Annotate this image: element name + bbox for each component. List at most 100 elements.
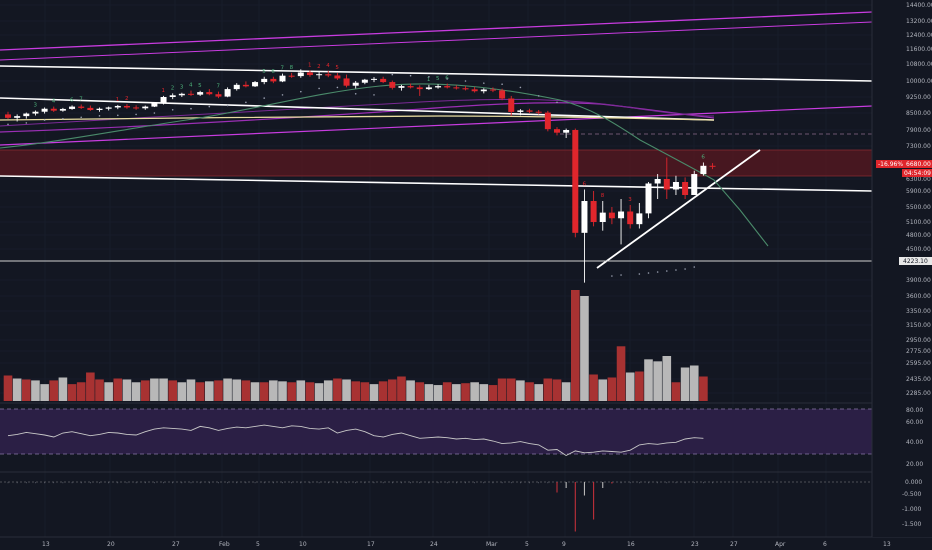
sar-dot xyxy=(373,94,375,96)
volume-bar xyxy=(397,376,406,401)
sar-dot xyxy=(501,83,503,85)
volume-bar xyxy=(76,382,86,401)
sar-dot xyxy=(666,270,668,272)
price-axis-label: 8500.00 xyxy=(906,110,931,117)
sequence-count-label: 1 xyxy=(427,77,431,83)
candle-body xyxy=(471,89,478,92)
last-change-badge-bg xyxy=(876,160,932,168)
price-axis-label: 10800.00 xyxy=(906,61,932,68)
sequence-count-label: 4 xyxy=(189,83,193,89)
candle-body xyxy=(133,107,140,109)
candle-body xyxy=(270,78,277,82)
sar-dot xyxy=(153,112,156,114)
sar-dot xyxy=(656,271,659,273)
volume-bar xyxy=(506,378,516,401)
volume-bar xyxy=(525,382,534,401)
volume-bar xyxy=(287,382,296,401)
magenta-trendline-upper-2 xyxy=(0,21,873,61)
candle-body xyxy=(50,108,57,111)
sequence-count-label: 4 xyxy=(326,63,330,69)
magenta-moving-average-2 xyxy=(0,98,715,127)
candle-body xyxy=(279,75,286,82)
green-ema xyxy=(0,83,769,247)
volume-bar xyxy=(662,356,672,401)
candle-body xyxy=(325,74,332,76)
price-axis-label: 2775.00 xyxy=(906,348,931,355)
date-axis-label: Feb xyxy=(219,541,230,548)
candle-body xyxy=(627,211,634,225)
price-axis-label: 5900.00 xyxy=(906,188,931,195)
volume-bar xyxy=(433,385,443,401)
countdown-badge: 04:54:09 xyxy=(904,170,931,177)
candle-body xyxy=(69,106,76,109)
price-axis-label: 5100.00 xyxy=(906,219,931,226)
volume-bar xyxy=(699,376,708,401)
candle-body xyxy=(197,92,204,95)
sequence-count-label: 5 xyxy=(335,65,339,71)
volume-bar xyxy=(580,296,589,401)
candle-body xyxy=(444,86,451,88)
volume-bar xyxy=(58,377,68,401)
volume-bar xyxy=(269,380,278,401)
candle-body xyxy=(160,97,167,104)
date-axis[interactable]: 13 20 27 Feb 5 10 17 24 Mar 5 9 16 23 27 Apr 6 13 xyxy=(42,541,891,548)
sequence-count-label: 2 xyxy=(171,85,175,91)
sar-dot xyxy=(208,105,211,108)
candle-body xyxy=(96,108,103,111)
last-change-badge: -16.96% xyxy=(878,161,903,168)
oscillator-tick: -1.500 xyxy=(902,521,922,528)
candle-body xyxy=(608,212,615,219)
candle-body xyxy=(462,88,469,90)
sequence-count-labels: 346712123457567812451566836 xyxy=(33,62,705,203)
candle-body xyxy=(41,108,48,112)
sar-dot xyxy=(675,269,677,271)
sar-dot xyxy=(171,109,174,111)
volume-bar xyxy=(571,290,580,401)
date-axis-label: 5 xyxy=(256,541,260,548)
sar-dot xyxy=(647,272,650,274)
price-axis-label: 2595.00 xyxy=(906,360,931,367)
price-axis[interactable]: 14400.00 13200.00 12400.00 11600.00 10800.00… xyxy=(906,2,932,397)
volume-bar xyxy=(131,382,141,401)
candle-body xyxy=(599,212,606,222)
volume-bar xyxy=(635,371,644,401)
price-axis-label: 3350.00 xyxy=(906,308,931,315)
sar-dot xyxy=(336,86,339,89)
sequence-count-label: 5 xyxy=(262,69,266,75)
volume-bar xyxy=(168,380,177,401)
candle-body xyxy=(334,75,341,79)
price-axis-label: 12400.00 xyxy=(906,32,932,39)
volume-bar xyxy=(369,384,379,401)
sequence-count-label: 7 xyxy=(79,96,83,102)
price-axis-label: 13200.00 xyxy=(906,18,932,25)
rsi-tick: 60.00 xyxy=(906,419,923,426)
volume-bar xyxy=(360,382,370,401)
date-axis-label: 24 xyxy=(430,541,438,548)
volume-bar xyxy=(159,378,168,401)
date-axis-label: 10 xyxy=(299,541,307,548)
price-axis-label: 7900.00 xyxy=(906,127,931,134)
price-axis-label: 7300.00 xyxy=(906,143,931,150)
price-axis-label: 4500.00 xyxy=(906,246,931,253)
sar-dot xyxy=(519,86,522,89)
candle-body xyxy=(233,84,240,90)
volume-bar xyxy=(314,383,324,401)
oscillator-series xyxy=(7,482,713,532)
candle-body xyxy=(5,114,11,118)
volume-bar xyxy=(461,383,470,401)
price-axis-label: 9250.00 xyxy=(906,94,931,101)
volume-bar xyxy=(452,384,461,401)
sar-dot xyxy=(483,82,485,84)
candle-body xyxy=(215,94,222,97)
candle-body xyxy=(32,111,39,114)
candle-body xyxy=(563,130,570,133)
support-trendline xyxy=(596,149,761,269)
magenta-trendline-lower xyxy=(0,105,873,146)
volume-bar xyxy=(589,374,598,401)
price-axis-label: 5500.00 xyxy=(906,204,931,211)
volume-bar xyxy=(644,359,653,401)
volume-bar xyxy=(140,380,150,401)
sar-dot xyxy=(80,116,82,119)
candle-body xyxy=(544,112,551,130)
